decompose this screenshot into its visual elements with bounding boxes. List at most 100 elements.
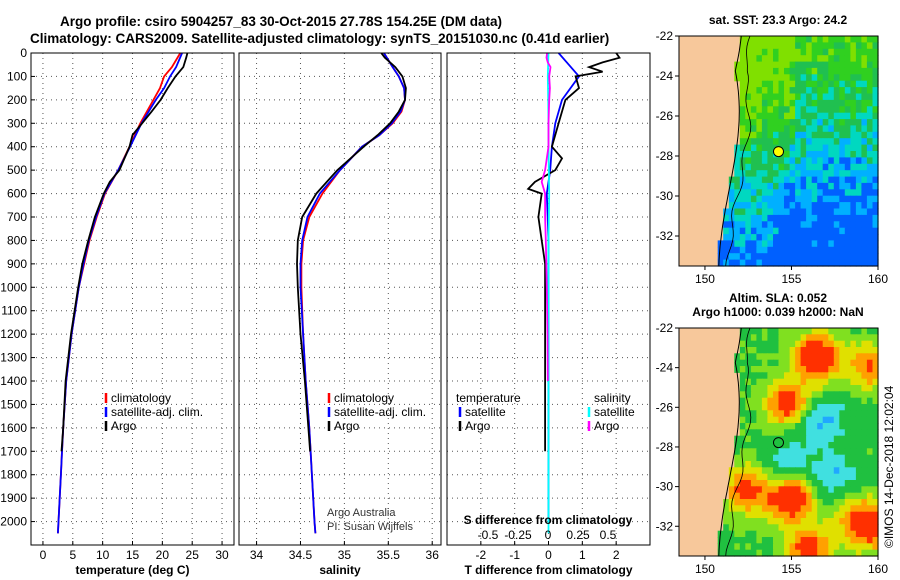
map-cell <box>844 170 851 178</box>
map-cell <box>795 334 802 342</box>
map-cell <box>739 347 746 354</box>
map-cell <box>739 429 746 437</box>
y-tick-label: 400 <box>7 140 27 154</box>
map-cell <box>761 99 768 107</box>
map-cell <box>761 410 768 418</box>
map-cell <box>822 67 829 75</box>
map-cell <box>767 119 774 127</box>
map-cell <box>817 511 824 519</box>
map-cell <box>844 397 851 405</box>
map-cell <box>761 328 768 335</box>
map-cell <box>778 106 785 114</box>
map-cell <box>767 524 774 532</box>
map-cell <box>795 189 802 197</box>
map-cell <box>861 189 868 197</box>
map-cell <box>761 435 768 443</box>
map-cell <box>850 524 857 532</box>
map-cell <box>822 524 829 532</box>
map-cell <box>784 87 791 95</box>
map-cell <box>756 505 763 513</box>
map-cell <box>773 106 780 114</box>
map-cell <box>795 112 802 120</box>
map-cell <box>806 473 813 481</box>
map-cell <box>784 144 791 152</box>
map-cell <box>800 176 807 184</box>
map-cell <box>767 221 774 229</box>
map-cell <box>756 378 763 386</box>
map-cell <box>745 454 752 462</box>
map-cell <box>745 435 752 443</box>
map-cell <box>833 372 840 380</box>
map-cell <box>839 486 846 494</box>
map-cell <box>767 530 774 538</box>
map-cell <box>739 99 746 107</box>
map-cell <box>767 391 774 399</box>
map-cell <box>861 397 868 405</box>
map-cell <box>866 391 873 399</box>
map-cell <box>800 537 807 544</box>
map-cell <box>739 480 746 487</box>
figure-title-line2: Climatology: CARS2009. Satellite-adjuste… <box>30 31 609 46</box>
map-cell <box>773 259 780 267</box>
map-cell <box>784 511 791 519</box>
map-cell <box>784 253 791 261</box>
map-cell <box>866 138 873 146</box>
map-cell <box>739 138 746 146</box>
map-cell <box>745 480 752 487</box>
map-cell <box>861 429 868 437</box>
map-cell <box>800 48 807 56</box>
map-cell <box>844 36 851 43</box>
map-cell <box>767 359 774 367</box>
map-cell <box>850 391 857 399</box>
map-cell <box>767 151 774 158</box>
map-cell <box>784 492 791 500</box>
map-cell <box>795 61 802 69</box>
map-cell <box>778 87 785 95</box>
map-cell <box>861 328 868 335</box>
map-cell <box>750 55 757 63</box>
map-cell <box>811 67 818 75</box>
map-cell <box>767 246 774 254</box>
map-cell <box>855 182 862 190</box>
map-cell <box>855 347 862 354</box>
map-cell <box>734 480 741 487</box>
map-cell <box>844 518 851 525</box>
map-cell <box>844 359 851 367</box>
map-cell <box>806 530 813 538</box>
map-cell <box>739 119 746 127</box>
map-cell <box>795 454 802 462</box>
map-cell <box>739 404 746 411</box>
map-cell <box>850 234 857 242</box>
map-cell <box>822 182 829 190</box>
map-cell <box>739 112 746 120</box>
map-cell <box>822 423 829 430</box>
map-cell <box>745 347 752 354</box>
map-cell <box>872 518 879 525</box>
map-cell <box>855 461 862 468</box>
map-cell <box>806 385 813 392</box>
map-cell <box>756 163 763 171</box>
map-cell <box>800 227 807 235</box>
map-cell <box>784 214 791 222</box>
map-cell <box>872 429 879 437</box>
map-cell <box>800 93 807 101</box>
map-cell <box>728 518 735 525</box>
map-cell <box>861 253 868 261</box>
map-cell <box>728 189 735 197</box>
map-cell <box>806 366 813 373</box>
map-cell <box>773 391 780 399</box>
map-cell <box>773 505 780 513</box>
map-cell <box>778 195 785 203</box>
map-cell <box>734 176 741 184</box>
map-cell <box>828 543 835 551</box>
map-cell <box>795 397 802 405</box>
map-cell <box>872 353 879 361</box>
map-cell <box>795 518 802 525</box>
map-cell <box>817 518 824 525</box>
map-cell <box>756 511 763 519</box>
map-cell <box>844 234 851 242</box>
map-cell <box>833 448 840 456</box>
map-cell <box>800 442 807 449</box>
x-tick-label: 2 <box>613 548 620 562</box>
map-cell <box>761 492 768 500</box>
